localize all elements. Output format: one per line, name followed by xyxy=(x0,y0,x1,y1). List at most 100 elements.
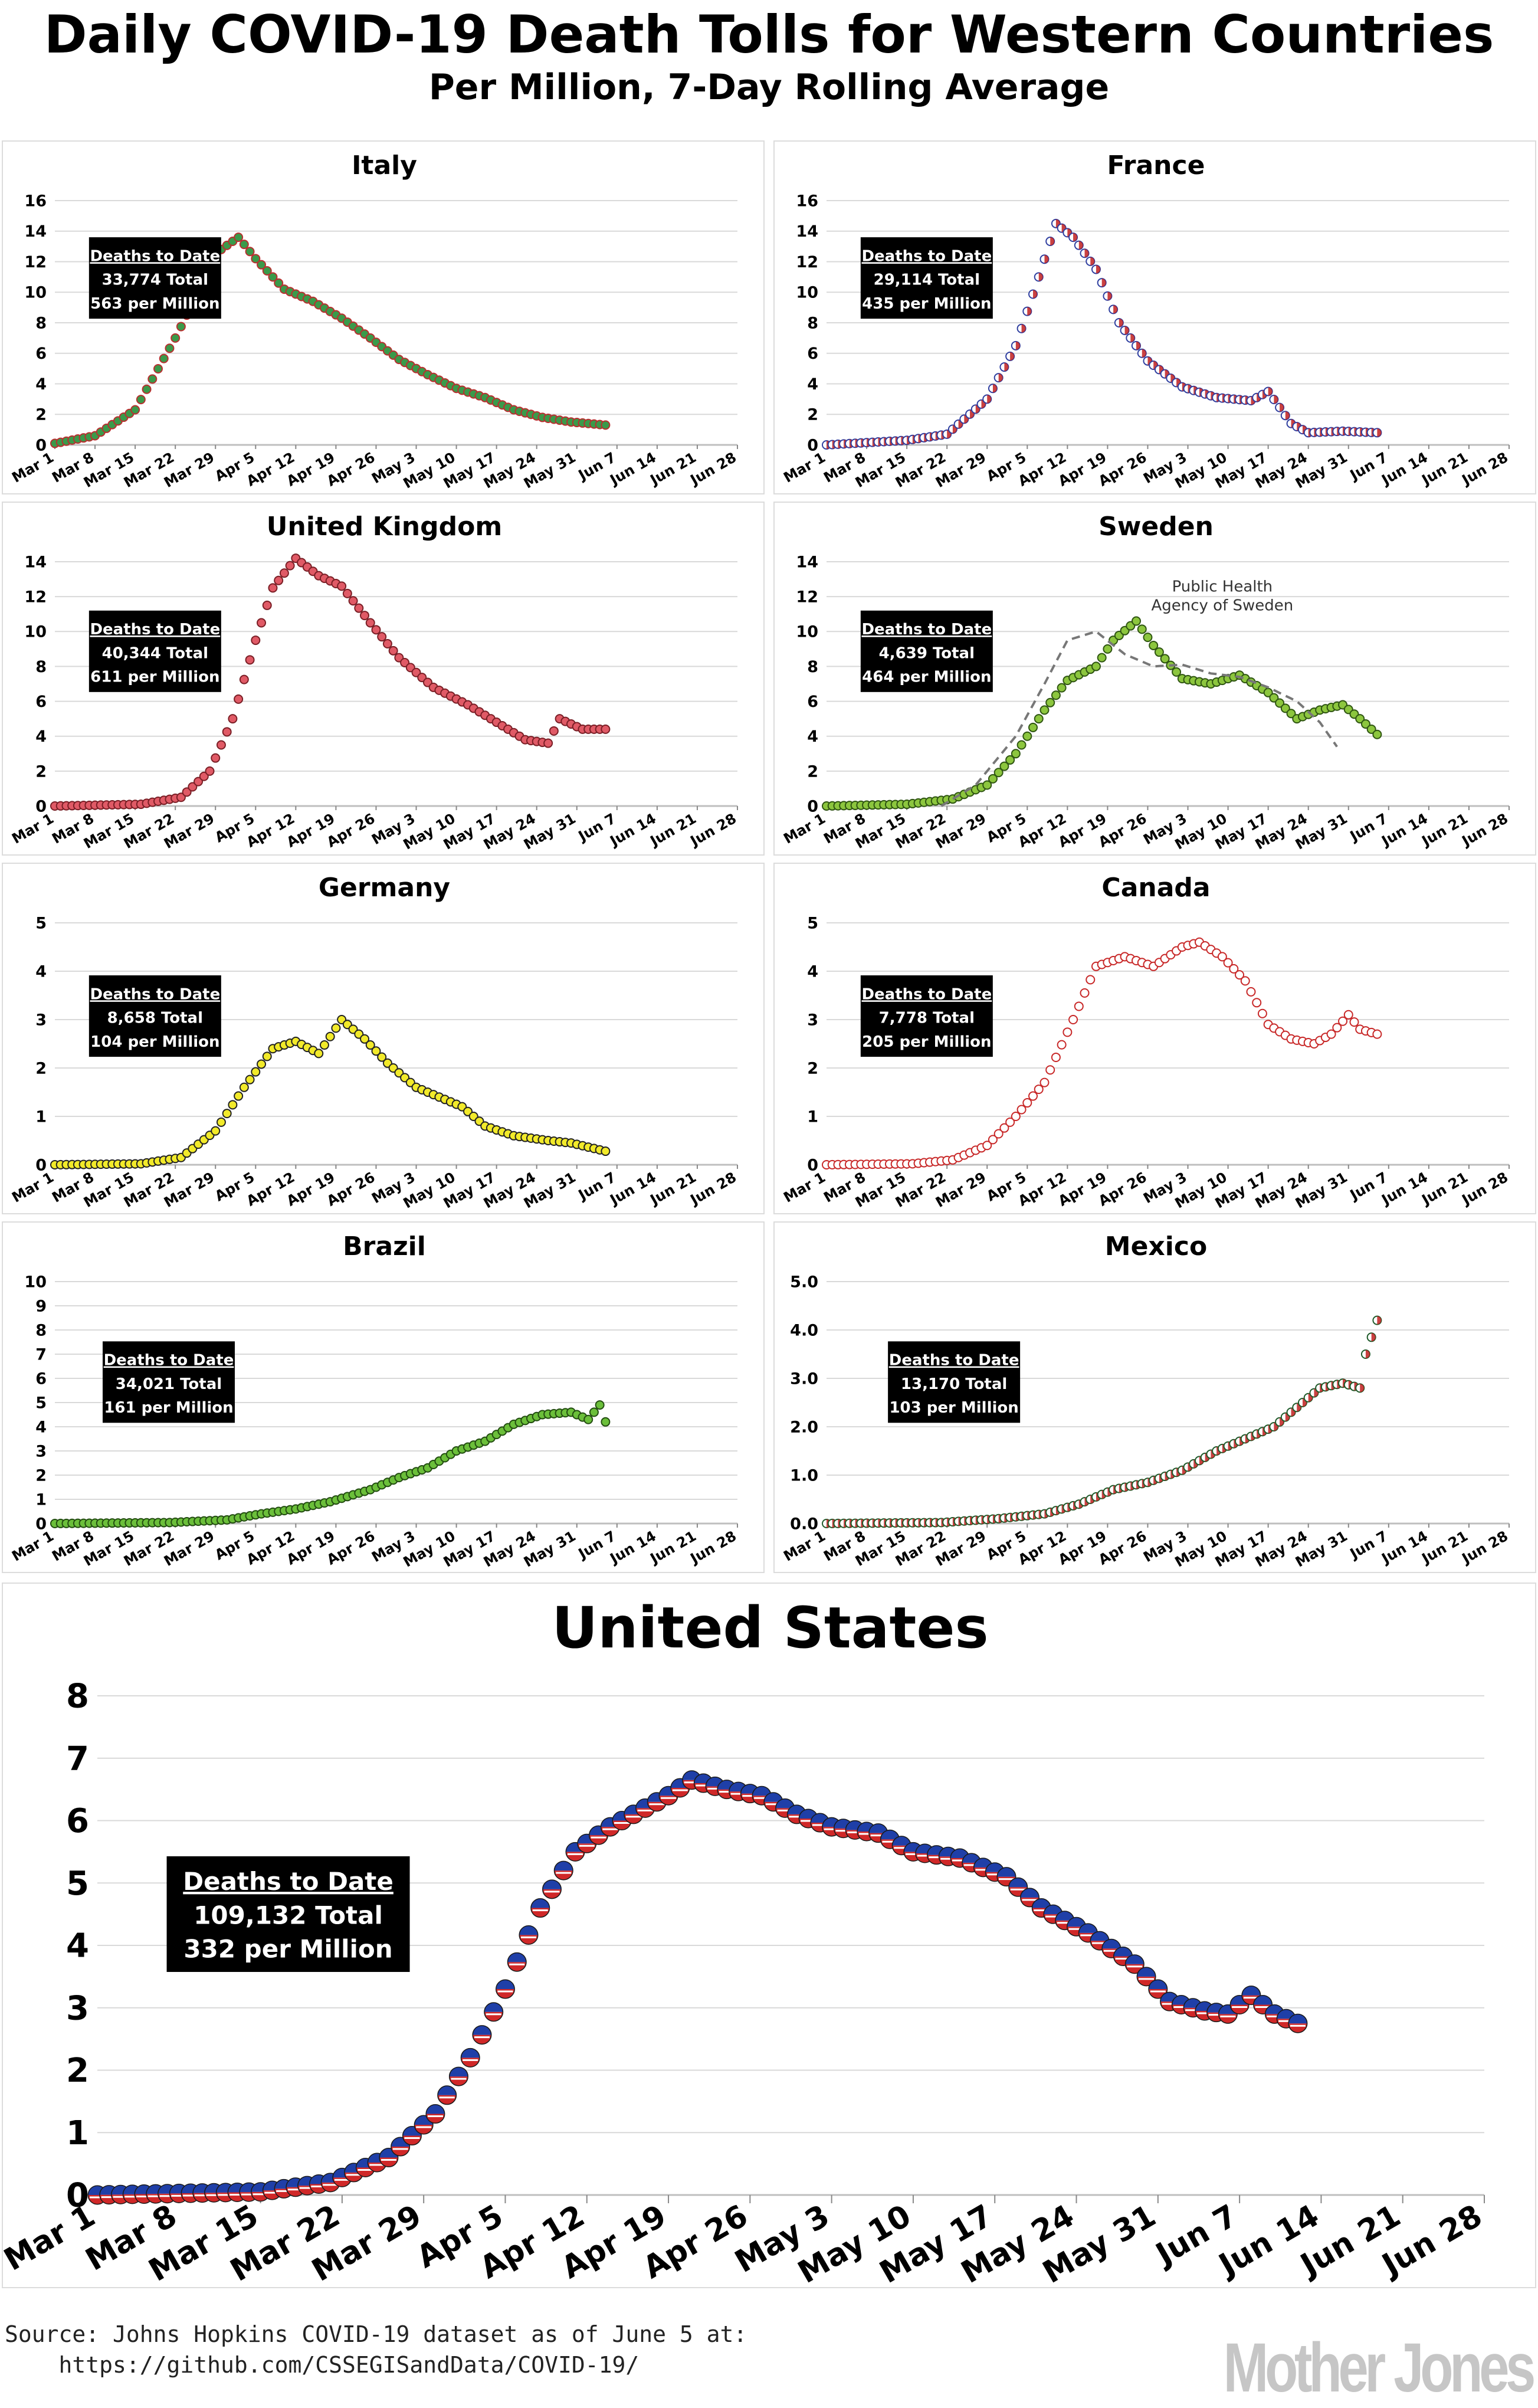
data-point xyxy=(1332,1023,1342,1033)
y-tick-label: 3 xyxy=(35,1442,47,1460)
data-point-field xyxy=(1149,1980,1167,1990)
data-point-marker xyxy=(176,322,186,332)
deaths-box-per-million: 611 per Million xyxy=(90,669,219,686)
data-point-field xyxy=(1021,1888,1039,1898)
deaths-box-header: Deaths to Date xyxy=(861,621,992,638)
data-point-field xyxy=(869,1824,887,1833)
data-point xyxy=(1086,256,1096,266)
data-point-accent xyxy=(1073,233,1078,242)
x-tick-label: Jun 21 xyxy=(1418,1169,1471,1209)
x-tick-label: Jun 14 xyxy=(606,449,659,489)
data-point-marker xyxy=(257,618,267,628)
data-point-field xyxy=(426,2105,444,2114)
data-point xyxy=(425,2104,445,2124)
data-point-marker xyxy=(1022,731,1032,741)
chart-title: Sweden xyxy=(1098,512,1214,542)
data-point xyxy=(1103,291,1113,301)
data-point xyxy=(159,353,169,363)
x-tick-label: Mar 1 xyxy=(781,810,828,847)
data-point xyxy=(1039,254,1050,264)
x-tick-label: Jun 28 xyxy=(687,449,739,489)
y-tick-label: 10 xyxy=(24,623,47,641)
x-tick-label: Mar 1 xyxy=(9,1528,57,1565)
data-point-field xyxy=(893,1836,911,1846)
y-tick-label: 7 xyxy=(66,1739,89,1778)
y-tick-label: 14 xyxy=(24,222,47,241)
data-point-marker xyxy=(1097,653,1107,663)
data-point-marker xyxy=(1022,1098,1032,1108)
deaths-box-background xyxy=(88,610,221,692)
deaths-box-background xyxy=(88,237,221,319)
y-tick-label: 0 xyxy=(66,2177,89,2215)
data-point-marker xyxy=(170,333,181,343)
data-point-marker xyxy=(1103,644,1113,654)
y-tick-label: 3 xyxy=(35,1011,47,1029)
deaths-box-header: Deaths to Date xyxy=(861,985,992,1003)
data-point-marker xyxy=(583,1414,593,1424)
data-point-marker xyxy=(1275,698,1285,708)
data-point-accent xyxy=(1044,255,1049,264)
data-point xyxy=(595,1400,605,1410)
data-point-marker xyxy=(1045,697,1055,707)
data-point-stripe xyxy=(555,1870,573,1880)
data-point-marker xyxy=(216,740,226,750)
data-point xyxy=(182,787,192,797)
data-point-marker xyxy=(371,625,381,635)
x-tick-label: Jun 14 xyxy=(606,1528,659,1568)
data-point xyxy=(1235,970,1245,980)
data-point-marker xyxy=(999,1123,1009,1133)
data-point xyxy=(543,738,553,748)
data-point-accent xyxy=(1010,352,1015,361)
x-tick-label: Jun 21 xyxy=(1418,449,1471,489)
x-tick-label: Jun 14 xyxy=(1378,1528,1431,1568)
source-url[interactable]: https://github.com/CSSEGISandData/COVID-… xyxy=(58,2352,640,2378)
x-tick-label: Jun 28 xyxy=(687,810,739,850)
y-tick-label: 4.0 xyxy=(790,1321,818,1339)
data-point xyxy=(1360,1349,1370,1359)
data-point-marker xyxy=(199,771,209,781)
data-point-marker xyxy=(314,1049,324,1059)
data-point-marker xyxy=(601,1146,611,1157)
data-point xyxy=(553,1860,573,1880)
data-point-field xyxy=(1102,1939,1120,1949)
data-point xyxy=(1016,323,1027,333)
y-tick-label: 5 xyxy=(35,1394,47,1412)
data-point-accent xyxy=(1285,411,1290,420)
data-point xyxy=(993,373,1004,383)
annotation-label: Agency of Sweden xyxy=(1151,597,1293,614)
data-point xyxy=(245,655,255,665)
y-tick-label: 10 xyxy=(796,623,818,641)
data-point xyxy=(136,395,146,405)
data-point-marker xyxy=(549,726,559,736)
y-tick-label: 0 xyxy=(35,436,47,454)
data-point xyxy=(1045,237,1055,246)
y-tick-label: 14 xyxy=(24,553,47,571)
data-point xyxy=(337,581,347,591)
data-point xyxy=(1280,411,1290,421)
y-tick-label: 10 xyxy=(796,284,818,302)
data-point xyxy=(1074,240,1084,250)
x-tick-label: Jun 14 xyxy=(606,1169,659,1209)
chart-title: Germany xyxy=(319,873,450,903)
data-point xyxy=(507,1952,527,1972)
data-point-marker xyxy=(245,247,255,257)
data-point-field xyxy=(496,1980,514,1990)
data-point xyxy=(211,753,221,763)
chart-title: Italy xyxy=(352,150,417,181)
deaths-to-date-box: Deaths to Date 4,639 Total 464 per Million xyxy=(860,610,993,692)
data-point-marker xyxy=(1068,1015,1078,1024)
data-point xyxy=(1022,1098,1032,1108)
data-point xyxy=(142,384,152,394)
data-point xyxy=(251,254,261,264)
data-point-marker xyxy=(1240,976,1250,986)
deaths-to-date-box: Deaths to Date 8,658 Total 104 per Million xyxy=(88,975,221,1057)
data-point-marker xyxy=(360,611,370,621)
data-point-marker xyxy=(377,632,387,642)
data-point-field xyxy=(1044,1905,1063,1915)
data-point xyxy=(1109,304,1119,314)
y-tick-label: 0.0 xyxy=(790,1515,818,1533)
x-tick-label: Mar 1 xyxy=(781,449,828,486)
x-tick-label: Jun 28 xyxy=(1458,1169,1511,1209)
data-point xyxy=(988,774,998,784)
data-point-accent xyxy=(992,384,997,393)
